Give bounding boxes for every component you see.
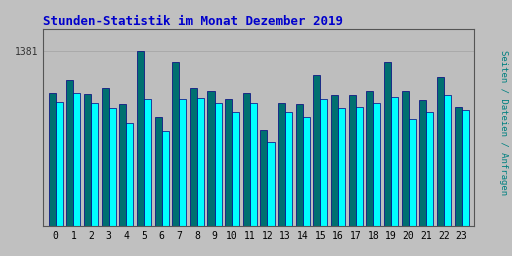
Bar [144, 99, 151, 226]
Bar [84, 94, 91, 226]
Bar [225, 99, 232, 226]
Bar [349, 95, 356, 226]
Bar [384, 62, 391, 226]
Bar [232, 112, 239, 226]
Bar [172, 62, 179, 226]
Bar [455, 107, 462, 226]
Bar [119, 104, 126, 226]
Text: Seiten / Dateien / Anfragen: Seiten / Dateien / Anfragen [499, 50, 508, 195]
Bar [250, 103, 257, 226]
Bar [437, 78, 444, 226]
Bar [190, 88, 197, 226]
Bar [366, 91, 373, 226]
Text: Stunden-Statistik im Monat Dezember 2019: Stunden-Statistik im Monat Dezember 2019 [44, 15, 344, 28]
Bar [101, 88, 109, 226]
Bar [73, 93, 80, 226]
Bar [426, 112, 433, 226]
Bar [267, 142, 274, 226]
Bar [285, 112, 292, 226]
Bar [278, 103, 285, 226]
Bar [331, 95, 338, 226]
Bar [162, 131, 168, 226]
Bar [243, 93, 250, 226]
Bar [215, 103, 222, 226]
Bar [303, 118, 310, 226]
Bar [356, 107, 363, 226]
Bar [66, 80, 73, 226]
Bar [419, 100, 426, 226]
Bar [338, 108, 345, 226]
Bar [444, 95, 451, 226]
Bar [197, 98, 204, 226]
Bar [313, 75, 321, 226]
Bar [373, 103, 380, 226]
Bar [126, 123, 133, 226]
Bar [91, 103, 98, 226]
Bar [179, 99, 186, 226]
Bar [391, 97, 398, 226]
Bar [409, 119, 416, 226]
Bar [49, 93, 56, 226]
Bar [321, 99, 328, 226]
Bar [401, 91, 409, 226]
Bar [462, 110, 468, 226]
Bar [296, 104, 303, 226]
Bar [109, 108, 116, 226]
Bar [261, 130, 267, 226]
Bar [137, 51, 144, 226]
Bar [207, 91, 215, 226]
Bar [155, 117, 162, 226]
Bar [56, 102, 63, 226]
